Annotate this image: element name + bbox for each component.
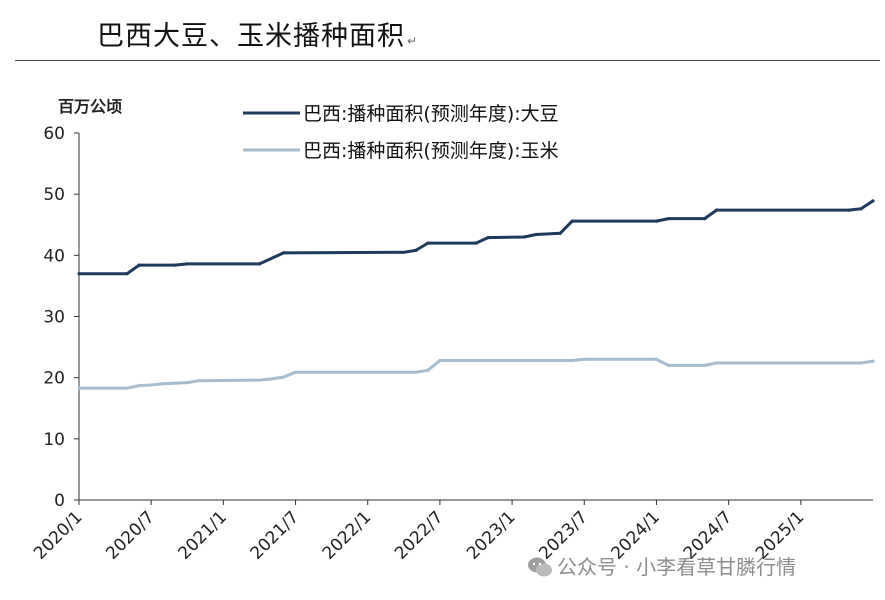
data-point-soybean	[871, 199, 875, 203]
data-point-corn	[281, 375, 286, 379]
data-point-soybean	[402, 250, 406, 254]
data-point-corn	[570, 358, 574, 363]
y-tick-label: 0	[54, 491, 65, 511]
x-tick-label: 2021/1	[174, 507, 230, 563]
data-point-corn	[871, 359, 875, 363]
data-point-soybean	[77, 272, 81, 276]
data-point-soybean	[426, 241, 430, 245]
x-tick-label: 2022/7	[391, 507, 447, 563]
series-line-corn	[79, 357, 874, 390]
data-point-soybean	[281, 251, 286, 255]
data-point-corn	[197, 379, 201, 383]
legend-label: 巴西:播种面积(预测年度):玉米	[303, 140, 559, 162]
data-point-soybean	[703, 217, 707, 221]
data-point-soybean	[666, 217, 671, 221]
return-mark-icon: ↵	[407, 34, 419, 48]
data-point-corn	[149, 383, 153, 387]
y-tick-label: 40	[43, 246, 65, 266]
data-point-corn	[715, 361, 719, 365]
data-point-soybean	[570, 219, 574, 223]
data-point-soybean	[474, 241, 478, 245]
series-line-soybean	[79, 199, 874, 276]
y-tick-label: 50	[43, 185, 65, 205]
data-point-soybean	[173, 263, 177, 267]
data-point-corn	[666, 363, 671, 367]
data-point-soybean	[185, 262, 189, 266]
y-tick-labels: 0 10 20 30 40 50 60	[43, 124, 65, 511]
data-point-soybean	[125, 272, 129, 276]
data-point-corn	[426, 368, 430, 372]
x-tick-label: 2020/1	[30, 507, 86, 563]
y-tick-label: 10	[43, 430, 65, 450]
data-point-corn	[654, 357, 659, 361]
data-point-soybean	[654, 219, 659, 223]
data-point-corn	[137, 384, 141, 388]
header-divider	[15, 60, 880, 61]
y-tick-label: 20	[43, 369, 65, 389]
data-point-soybean	[522, 235, 526, 239]
data-point-corn	[859, 361, 863, 365]
data-point-soybean	[847, 208, 851, 212]
data-point-soybean	[257, 262, 262, 266]
data-point-corn	[293, 370, 298, 374]
data-point-corn	[269, 377, 274, 381]
y-axis-label: 百万公顷	[58, 97, 122, 116]
data-point-soybean	[715, 208, 719, 212]
legend-label: 巴西:播种面积(预测年度):大豆	[303, 103, 559, 125]
x-tick-label: 2022/1	[319, 507, 375, 563]
data-point-corn	[703, 363, 707, 367]
x-tick-label: 2021/7	[247, 507, 303, 563]
series-lines	[77, 199, 875, 390]
x-tick-label: 2023/1	[463, 507, 519, 563]
page-title: 巴西大豆、玉米播种面积 ↵	[97, 14, 418, 53]
watermark: 公众号 · 小李看草甘膦行情	[527, 551, 796, 580]
data-point-corn	[438, 358, 442, 363]
y-tick-label: 60	[43, 124, 65, 144]
x-tick-label: 2020/7	[102, 507, 158, 563]
data-point-soybean	[534, 232, 538, 237]
data-point-soybean	[137, 263, 141, 267]
data-point-soybean	[859, 207, 863, 211]
data-point-corn	[414, 370, 418, 374]
data-point-corn	[77, 386, 81, 390]
wechat-icon	[528, 557, 552, 577]
title-text: 巴西大豆、玉米播种面积	[97, 21, 405, 52]
watermark-text: 公众号 · 小李看草甘膦行情	[557, 555, 797, 579]
data-point-soybean	[558, 231, 562, 235]
chart-axes	[74, 132, 873, 505]
data-point-corn	[161, 382, 165, 386]
data-point-soybean	[414, 248, 418, 252]
data-point-corn	[185, 381, 189, 385]
y-tick-label: 30	[43, 308, 65, 328]
data-point-corn	[125, 386, 129, 390]
data-point-soybean	[486, 236, 490, 240]
data-point-corn	[582, 357, 586, 361]
data-point-corn	[257, 378, 262, 382]
